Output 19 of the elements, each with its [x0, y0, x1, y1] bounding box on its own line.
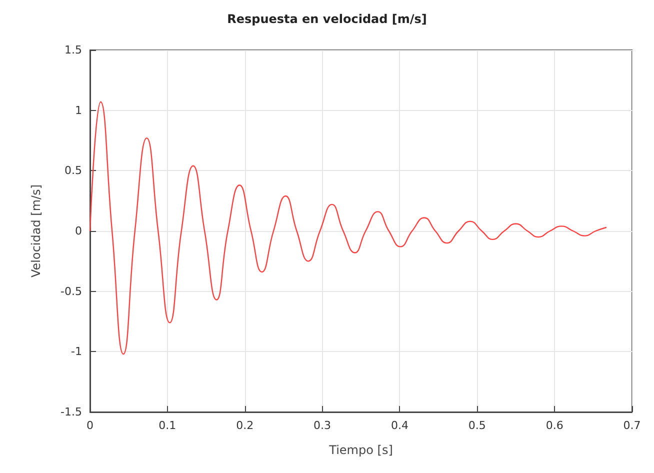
y-tick-label: 1	[75, 104, 82, 117]
y-tick-label: 0	[75, 224, 82, 238]
x-tick-label: 0.4	[390, 419, 408, 432]
y-tick-label: 0.5	[64, 164, 82, 178]
y-tick-label: 1.5	[64, 44, 82, 56]
x-tick-label: 0.5	[468, 419, 486, 432]
chart-title: Respuesta en velocidad [m/s]	[227, 12, 427, 26]
x-tick-label: 0.1	[158, 419, 176, 432]
x-axis-title: Tiempo [s]	[328, 443, 393, 457]
y-axis-title: Velocidad [m/s]	[29, 184, 43, 278]
y-tick-label: -0.5	[60, 284, 82, 298]
x-tick-label: 0	[86, 419, 94, 432]
x-tick-label: 0.7	[623, 419, 641, 432]
x-tick-label: 0.6	[546, 419, 564, 432]
x-tick-label: 0.2	[236, 419, 254, 432]
y-tick-label: -1.5	[60, 406, 82, 418]
y-tick-label: -1	[71, 345, 82, 358]
x-tick-label: 0.3	[314, 419, 332, 432]
line-series	[89, 101, 608, 355]
